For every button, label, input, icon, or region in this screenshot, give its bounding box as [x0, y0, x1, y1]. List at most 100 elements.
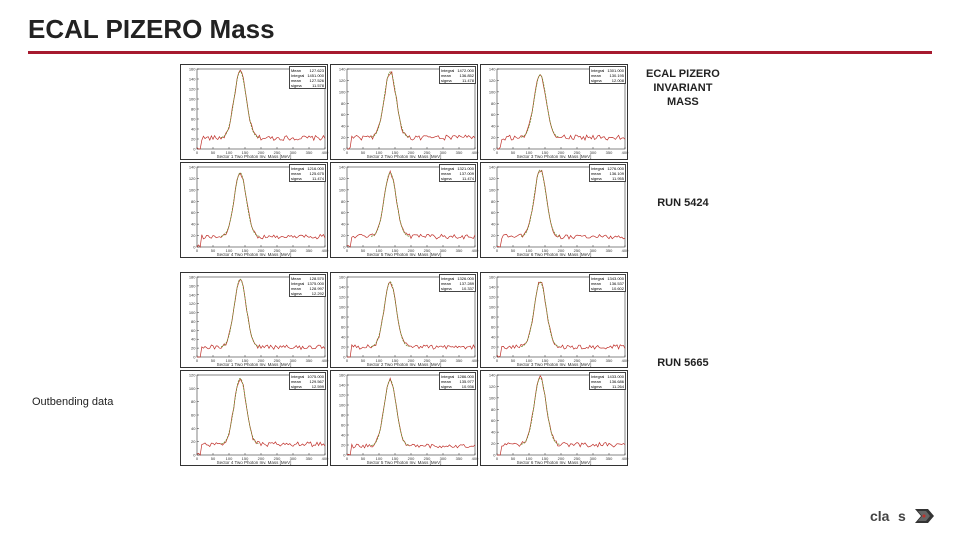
stats-box: Mean128.570Integral1375.000mean128.997si… [289, 274, 326, 297]
svg-text:160: 160 [489, 275, 496, 280]
svg-text:100: 100 [189, 187, 196, 192]
svg-text:100: 100 [189, 97, 196, 102]
stats-box: Integral1286.000mean135.977sigma10.936 [439, 372, 476, 390]
content-area: Outbending data 050100150200250300350400… [0, 54, 960, 466]
svg-text:100: 100 [339, 187, 346, 192]
svg-text:120: 120 [489, 78, 496, 83]
svg-text:20: 20 [191, 233, 196, 238]
svg-text:120: 120 [339, 78, 346, 83]
x-axis-label: Sector 5 Two Photon Inv. Mass [MeV] [331, 460, 477, 465]
svg-text:80: 80 [491, 315, 496, 320]
stats-box: Integral1301.000mean130.195sigma12.008 [589, 66, 626, 84]
svg-text:80: 80 [341, 199, 346, 204]
svg-text:60: 60 [491, 325, 496, 330]
svg-text:20: 20 [491, 345, 496, 350]
sidebar-header-line-1: ECAL PIZERO [646, 68, 720, 82]
x-axis-label: Sector 2 Two Photon Inv. Mass [MeV] [331, 154, 477, 159]
svg-text:60: 60 [491, 210, 496, 215]
svg-text:60: 60 [191, 117, 196, 122]
svg-text:40: 40 [191, 426, 196, 431]
svg-text:80: 80 [491, 199, 496, 204]
svg-text:60: 60 [491, 112, 496, 117]
svg-text:60: 60 [191, 413, 196, 418]
svg-text:60: 60 [341, 423, 346, 428]
svg-text:120: 120 [339, 176, 346, 181]
svg-text:cla: cla [870, 508, 890, 524]
svg-text:20: 20 [191, 346, 196, 351]
svg-text:80: 80 [341, 413, 346, 418]
histogram-panel-sector-3-b: 0501001502002503003504000204060801001201… [480, 272, 628, 368]
histogram-panel-sector-5-b: 0501001502002503003504000204060801001201… [330, 370, 478, 466]
chart-group-run-b: 0501001502002503003504000204060801001201… [180, 272, 628, 466]
svg-text:40: 40 [491, 222, 496, 227]
svg-text:140: 140 [339, 285, 346, 290]
svg-text:s: s [898, 508, 906, 524]
svg-text:140: 140 [339, 165, 346, 170]
x-axis-label: Sector 6 Two Photon Inv. Mass [MeV] [481, 252, 627, 257]
svg-text:100: 100 [339, 89, 346, 94]
svg-text:140: 140 [489, 285, 496, 290]
page-title: ECAL PIZERO Mass [0, 0, 960, 51]
stats-box: Integral1216.000mean125.675sigma11.474 [289, 164, 326, 182]
x-axis-label: Sector 1 Two Photon Inv. Mass [MeV] [181, 154, 327, 159]
svg-text:60: 60 [491, 418, 496, 423]
svg-text:120: 120 [189, 87, 196, 92]
svg-text:100: 100 [489, 187, 496, 192]
stats-box: Integral1075.000mean129.567sigma12.599 [289, 372, 326, 390]
sidebar-header: ECAL PIZERO INVARIANT MASS [646, 68, 720, 109]
svg-text:20: 20 [341, 345, 346, 350]
svg-text:160: 160 [339, 373, 346, 378]
svg-text:20: 20 [491, 135, 496, 140]
stats-box: Integral1433.000mean136.686sigma11.264 [589, 372, 626, 390]
histogram-panel-sector-2-b: 0501001502002503003504000204060801001201… [330, 272, 478, 368]
svg-text:120: 120 [189, 176, 196, 181]
svg-text:20: 20 [341, 443, 346, 448]
svg-text:140: 140 [189, 292, 196, 297]
histogram-panel-sector-5-a: 0501001502002503003504000204060801001201… [330, 162, 478, 258]
svg-text:40: 40 [491, 124, 496, 129]
x-axis-label: Sector 1 Two Photon Inv. Mass [MeV] [181, 362, 327, 367]
svg-text:160: 160 [189, 283, 196, 288]
svg-text:120: 120 [339, 295, 346, 300]
svg-text:80: 80 [191, 199, 196, 204]
svg-text:140: 140 [489, 373, 496, 378]
x-axis-label: Sector 3 Two Photon Inv. Mass [MeV] [481, 154, 627, 159]
histogram-panel-sector-6-a: 0501001502002503003504000204060801001201… [480, 162, 628, 258]
outbending-label: Outbending data [32, 396, 113, 408]
histogram-panel-sector-2-a: 0501001502002503003504000204060801001201… [330, 64, 478, 160]
svg-text:60: 60 [341, 112, 346, 117]
svg-text:20: 20 [191, 137, 196, 142]
x-axis-label: Sector 6 Two Photon Inv. Mass [MeV] [481, 460, 627, 465]
svg-text:120: 120 [189, 373, 196, 378]
histogram-panel-sector-4-a: 0501001502002503003504000204060801001201… [180, 162, 328, 258]
svg-text:100: 100 [489, 305, 496, 310]
svg-text:160: 160 [189, 67, 196, 72]
svg-text:60: 60 [191, 328, 196, 333]
svg-text:80: 80 [341, 315, 346, 320]
stats-box: Integral1326.000mean137.289sigma10.337 [439, 274, 476, 292]
chart-group-run-a: 0501001502002503003504000204060801001201… [180, 64, 628, 258]
svg-text:80: 80 [191, 399, 196, 404]
svg-text:140: 140 [189, 165, 196, 170]
svg-text:20: 20 [341, 135, 346, 140]
svg-text:40: 40 [191, 127, 196, 132]
right-sidebar: ECAL PIZERO INVARIANT MASS RUN 5424 RUN … [646, 64, 720, 466]
svg-text:20: 20 [191, 439, 196, 444]
svg-text:40: 40 [341, 222, 346, 227]
sidebar-header-line-2: INVARIANT [646, 82, 720, 96]
clas-logo-icon: cla s [870, 505, 940, 532]
stats-box: Integral1276.000mean136.109sigma11.955 [589, 164, 626, 182]
run-label-a: RUN 5424 [646, 197, 720, 209]
svg-text:120: 120 [489, 384, 496, 389]
svg-text:60: 60 [341, 325, 346, 330]
svg-text:40: 40 [191, 222, 196, 227]
svg-text:100: 100 [489, 395, 496, 400]
svg-text:80: 80 [491, 101, 496, 106]
svg-text:20: 20 [341, 233, 346, 238]
svg-text:20: 20 [491, 441, 496, 446]
svg-text:40: 40 [341, 335, 346, 340]
svg-text:120: 120 [339, 393, 346, 398]
histogram-panel-sector-4-b: 050100150200250300350400020406080100120I… [180, 370, 328, 466]
svg-text:40: 40 [191, 337, 196, 342]
svg-text:120: 120 [189, 301, 196, 306]
